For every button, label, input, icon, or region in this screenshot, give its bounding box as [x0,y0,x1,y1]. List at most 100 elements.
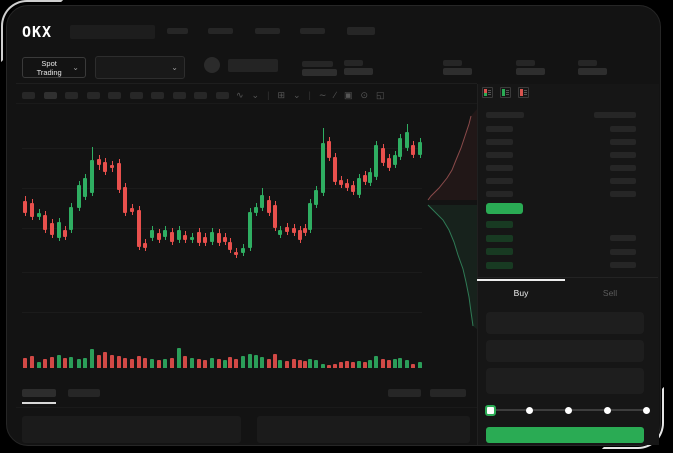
bottom-tab-placeholder[interactable] [22,389,56,397]
nav-item-placeholder[interactable] [255,28,280,34]
volume-bar [321,364,325,368]
volume-bar [278,360,282,368]
slider-tick[interactable] [525,406,533,414]
candle-body [77,185,81,208]
timeframe-button-placeholder[interactable] [43,92,57,99]
timeframe-button-placeholder[interactable] [194,92,207,99]
candle-body [103,162,107,172]
timeframe-button-placeholder[interactable] [65,92,78,99]
candle-body [190,237,194,240]
book-bids-icon[interactable] [500,87,511,98]
bid-row-placeholder [486,261,513,269]
timeframe-button-placeholder[interactable] [22,92,35,99]
market-type-dropdown[interactable]: Spot Trading ⌄ [22,57,86,78]
slider-handle[interactable] [484,404,496,416]
order-input-placeholder[interactable] [486,340,644,362]
candle-body [381,148,385,163]
market-type-label: Spot Trading [36,58,62,77]
volume-bars [22,336,422,368]
chart-gridline [22,148,422,149]
tab-buy[interactable]: Buy [513,287,529,298]
candle-body [241,248,245,253]
ask-row-placeholder [486,152,513,158]
volume-bar [123,358,127,368]
trendline-icon[interactable]: ∼ [318,89,327,100]
volume-bar [241,356,245,368]
pair-selector-dropdown[interactable]: ⌄ [95,56,185,79]
candle-body [357,178,361,195]
timeframe-button-placeholder[interactable] [172,92,186,99]
book-asks-icon[interactable] [518,87,529,98]
timeframe-button-placeholder[interactable] [108,92,121,99]
candlestick-chart[interactable] [22,110,422,332]
volume-bar [163,359,167,368]
orderbook-header-placeholder [594,112,636,118]
candle-body [345,183,349,188]
book-both-icon[interactable] [482,87,493,98]
candle-body [83,178,87,197]
camera-icon[interactable]: ▣ [343,89,353,100]
fullscreen-icon[interactable]: ◱ [376,89,385,100]
timeframe-button-placeholder[interactable] [86,92,100,99]
stat-label-placeholder [578,60,597,66]
bid-row-placeholder [486,234,513,242]
slider-tick[interactable] [603,406,611,414]
nav-search-placeholder[interactable] [70,25,155,39]
slider-tick[interactable] [564,406,572,414]
ask-row-placeholder [486,165,513,171]
order-input-placeholder[interactable] [486,368,644,394]
tab-sell[interactable]: Sell [602,287,618,298]
volume-bar [292,359,296,368]
okx-logo[interactable]: OKX [22,23,53,41]
compare-icon[interactable]: ⊞ [277,89,285,100]
candle-body [223,237,227,242]
slider-tick[interactable] [642,406,650,414]
icon-part [488,91,491,93]
ask-size-placeholder [610,126,636,132]
bid-row-placeholder [486,248,513,255]
candle-body [285,227,289,232]
volume-bar [254,355,258,368]
timeframe-button-placeholder[interactable] [215,92,229,99]
indicator-wave-icon[interactable]: ∿ [236,89,244,100]
divider [16,407,477,408]
volume-bar [103,352,107,368]
buy-submit-button[interactable] [486,427,644,443]
timeframe-button-placeholder[interactable] [129,92,143,99]
bottom-action-placeholder[interactable] [430,389,466,397]
icon-part [520,89,523,96]
order-input-placeholder[interactable] [486,312,644,334]
volume-bar [223,360,227,368]
timeframe-button-placeholder[interactable] [151,92,164,99]
icon-part [524,91,527,93]
candle-body [57,222,61,238]
candle-body [234,252,238,255]
last-price-pill[interactable] [486,203,523,214]
ask-size-placeholder [610,191,636,197]
open-orders-panel-placeholder [22,416,241,443]
history-clock-icon[interactable]: ⊙ [360,89,368,100]
orderbook-header-placeholder [486,112,524,118]
ask-row-placeholder [486,178,513,184]
nav-item-placeholder[interactable] [208,28,233,34]
stat-label-placeholder [443,60,462,66]
bottom-action-placeholder[interactable] [388,389,421,397]
chevron-down-icon[interactable]: ⌄ [292,89,301,100]
ask-row-placeholder [486,126,513,132]
nav-item-placeholder[interactable] [167,28,188,34]
chevron-down-icon[interactable]: ⌄ [251,89,260,100]
candle-body [197,232,201,243]
draw-tool-icon[interactable]: ∕ [334,90,336,100]
volume-bar [137,356,141,368]
nav-item-placeholder[interactable] [300,28,325,34]
candle-body [333,157,337,182]
bottom-tab-placeholder[interactable] [68,389,100,397]
candle-body [273,205,277,228]
bid-size-placeholder [610,235,636,241]
volume-bar [308,359,312,368]
price-placeholder [228,59,278,72]
candle-body [339,180,343,185]
volume-bar [117,356,121,368]
nav-item-placeholder[interactable] [347,27,375,35]
chart-gridline [22,188,422,189]
